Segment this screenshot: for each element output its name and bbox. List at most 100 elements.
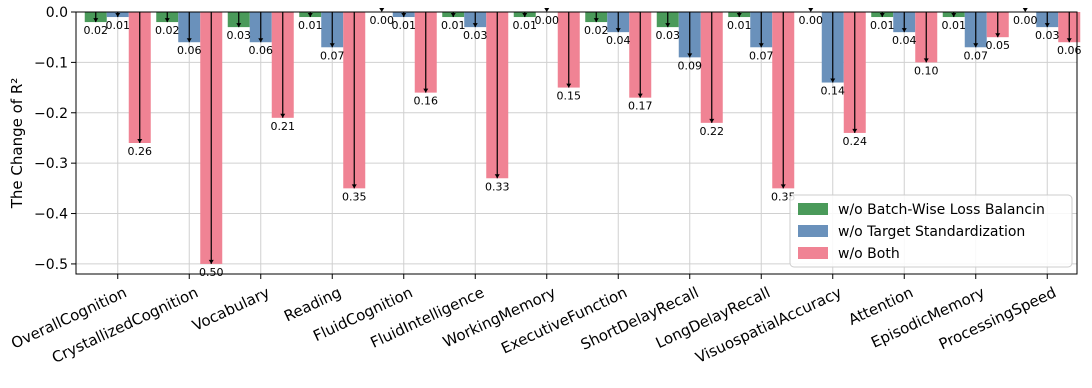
bar-value-label: 0.24: [843, 135, 868, 148]
change-arrow-head: [494, 174, 500, 179]
bar-value-label: 0.33: [485, 180, 510, 193]
change-arrow-head: [544, 8, 550, 12]
bar-value-label: 0.02: [84, 24, 109, 37]
change-arrow-head: [852, 128, 858, 133]
bar-value-label: 0.16: [414, 95, 439, 108]
x-tick-label: Vocabulary: [189, 283, 272, 335]
y-tick-label: 0.0: [46, 5, 68, 21]
bar-value-label: 0.09: [678, 59, 703, 72]
bar-value-label: 0.50: [199, 266, 224, 279]
bar-value-label: 0.10: [914, 64, 939, 77]
change-arrow-head: [1022, 8, 1028, 12]
change-arrow-head: [901, 28, 907, 33]
change-arrow-head: [830, 78, 836, 83]
bar-value-label: 0.01: [870, 19, 895, 32]
bar-value-label: 0.17: [628, 100, 653, 113]
x-tick-label: ShortDelayRecall: [578, 283, 702, 353]
x-tick-label: ProcessingSpeed: [936, 283, 1059, 353]
change-arrow-head: [665, 23, 671, 28]
change-arrow-head: [186, 38, 192, 43]
bar-value-label: 0.15: [557, 90, 582, 103]
change-arrow-head: [93, 18, 99, 23]
bar-value-label: 0.06: [249, 44, 274, 57]
bar-value-label: 0.22: [700, 125, 725, 138]
change-arrow-head: [280, 113, 286, 118]
legend-box: [789, 194, 1073, 268]
change-arrow-head: [808, 8, 814, 12]
change-arrow-head: [879, 13, 885, 18]
change-arrow-head: [758, 43, 764, 48]
y-tick-label: −0.4: [34, 207, 68, 223]
change-arrow-head: [709, 118, 715, 123]
y-tick-label: −0.1: [34, 55, 68, 71]
plot-frame: [75, 11, 1078, 275]
bar-value-label: 0.02: [584, 24, 609, 37]
bar-value-label: 0.06: [177, 44, 202, 57]
y-tick-label: −0.2: [34, 106, 68, 122]
bar-value-label: 0.14: [821, 85, 846, 98]
change-arrow-head: [307, 13, 313, 18]
change-arrow-head: [450, 13, 456, 18]
bar-value-label: 0.07: [749, 49, 774, 62]
bar-value-label: 0.00: [1013, 14, 1038, 27]
y-tick-label: −0.5: [34, 257, 68, 273]
change-arrow-head: [522, 13, 528, 18]
change-arrow-head: [236, 23, 242, 28]
change-arrow-head: [423, 88, 429, 93]
change-arrow-head: [258, 38, 264, 43]
change-arrow-head: [208, 259, 214, 264]
change-arrow-head: [1044, 23, 1050, 28]
change-arrow-head: [379, 8, 385, 12]
legend: w/o Batch-Wise Loss Balancin w/o Target S…: [789, 194, 1073, 268]
bar-value-label: 0.05: [986, 39, 1011, 52]
change-arrow-head: [736, 13, 742, 18]
y-axis-ticks: 0.0 −0.1 −0.2 −0.3 −0.4 −0.5: [34, 5, 76, 273]
y-tick-label: −0.3: [34, 156, 68, 172]
bar-value-label: 0.04: [606, 34, 631, 47]
x-axis-ticks: OverallCognitionCrystallizedCognitionVoc…: [8, 274, 1059, 367]
bar-value-label: 0.07: [964, 49, 989, 62]
change-arrow-head: [164, 18, 170, 23]
bar-value-label: 0.04: [892, 34, 917, 47]
change-arrow-head: [137, 139, 143, 143]
bar-value-label: 0.01: [727, 19, 752, 32]
change-arrow-head: [973, 43, 979, 48]
change-arrow-head: [472, 23, 478, 28]
change-arrow-head: [566, 83, 572, 88]
legend-label: w/o Batch-Wise Loss Balancin: [838, 202, 1045, 218]
bar-value-label: 0.01: [392, 19, 417, 32]
change-arrow-head: [637, 93, 643, 98]
bar-value-label: 0.03: [1035, 29, 1060, 42]
bar-value-label: 0.01: [942, 19, 967, 32]
bar-value-label: 0.07: [320, 49, 345, 62]
bar-value-label: 0.02: [155, 24, 180, 37]
change-arrow-head: [687, 53, 693, 58]
legend-swatch: [798, 203, 828, 215]
legend-swatch: [798, 247, 828, 259]
bar-value-label: 0.00: [535, 14, 560, 27]
legend-swatch: [798, 225, 828, 237]
bar-value-label: 0.01: [298, 19, 323, 32]
change-arrow-head: [1066, 38, 1072, 43]
change-arrow-head: [593, 18, 599, 23]
bar-value-label: 0.06: [1057, 44, 1082, 57]
bar-value-label: 0.00: [799, 14, 824, 27]
change-arrow-head: [329, 43, 335, 48]
grid: [76, 11, 1077, 274]
bar-value-label: 0.35: [342, 190, 367, 203]
change-arrow-head: [923, 58, 929, 63]
bar-value-label: 0.01: [106, 19, 131, 32]
change-arrow-head: [995, 33, 1001, 38]
change-arrow-head: [115, 13, 121, 18]
bar-value-label: 0.03: [227, 29, 252, 42]
change-arrow-head: [951, 13, 957, 18]
bar-value-label: 0.26: [128, 145, 153, 158]
bar-value-label: 0.35: [771, 190, 796, 203]
bar-value-label: 0.01: [513, 19, 538, 32]
bar-value-label: 0.21: [271, 120, 296, 133]
change-arrows: [93, 8, 1072, 264]
bar-value-label: 0.00: [370, 14, 395, 27]
change-arrow-head: [780, 184, 786, 189]
x-tick-label: ExecutiveFunction: [498, 283, 630, 357]
